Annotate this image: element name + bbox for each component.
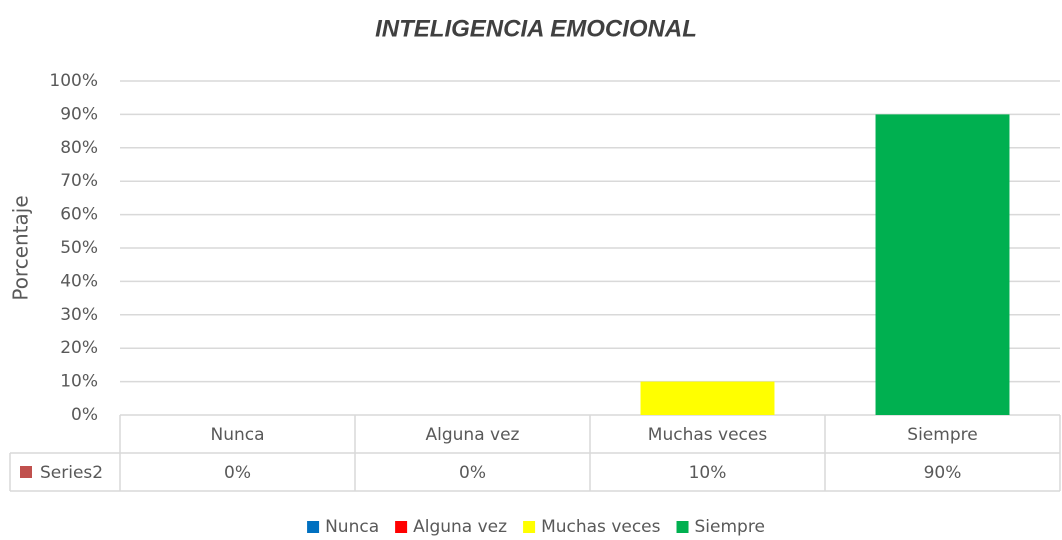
y-tick-label: 60% — [60, 205, 98, 225]
y-tick-label: 50% — [60, 238, 98, 258]
y-tick-label: 10% — [60, 372, 98, 392]
y-tick-label: 100% — [49, 71, 98, 91]
legend-label: Nunca — [325, 517, 379, 537]
value-label: 90% — [924, 463, 962, 483]
y-tick-label: 90% — [60, 104, 98, 124]
bar — [640, 381, 775, 415]
legend-label: Siempre — [695, 517, 765, 537]
bar — [875, 114, 1010, 416]
y-tick-label: 80% — [60, 138, 98, 158]
legend-key — [20, 466, 32, 478]
x-tick-label: Siempre — [907, 425, 977, 445]
y-tick-label: 30% — [60, 305, 98, 325]
legend-key — [523, 521, 536, 533]
legend-key — [676, 521, 689, 533]
value-label: 0% — [459, 463, 486, 483]
y-axis-title: Porcentaje — [9, 195, 33, 300]
y-tick-label: 70% — [60, 171, 98, 191]
value-label: 0% — [224, 463, 251, 483]
legend-key — [307, 521, 320, 533]
y-tick-label: 20% — [60, 338, 98, 358]
series-name: Series2 — [40, 463, 103, 483]
chart-title: INTELIGENCIA EMOCIONAL — [375, 15, 697, 42]
x-tick-label: Nunca — [210, 425, 264, 445]
y-tick-label: 0% — [71, 405, 98, 425]
legend-label: Muchas veces — [541, 517, 661, 537]
x-tick-label: Alguna vez — [426, 425, 520, 445]
value-label: 10% — [689, 463, 727, 483]
y-tick-label: 40% — [60, 271, 98, 291]
legend-label: Alguna vez — [413, 517, 507, 537]
x-tick-label: Muchas veces — [648, 425, 768, 445]
legend-key — [395, 521, 408, 533]
